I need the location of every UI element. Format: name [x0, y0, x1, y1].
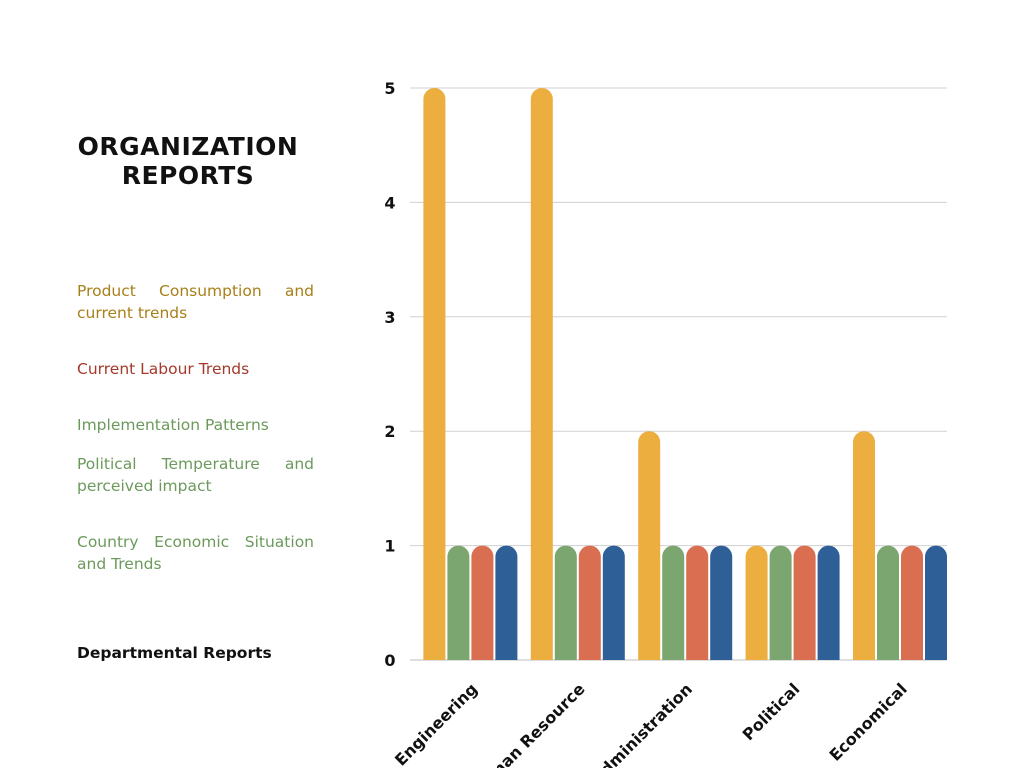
- bar-human-resource-0: [530, 88, 553, 660]
- bar-administration-3: [710, 545, 733, 660]
- y-tick-label: 5: [384, 79, 395, 98]
- bar-engineering-0: [423, 88, 446, 660]
- bars: [423, 88, 947, 660]
- bar-human-resource-3: [602, 545, 625, 660]
- legend-item-economic: Country Economic Situation and Trends: [77, 533, 314, 573]
- legend-item-product-consumption: Product Consumption and current trends: [77, 282, 314, 322]
- bar-political-0: [745, 545, 768, 660]
- bar-engineering-1: [447, 545, 470, 660]
- bar-administration-2: [686, 545, 709, 660]
- legend-item-political: Political Temperature and perceived impa…: [77, 455, 314, 495]
- bar-human-resource-1: [554, 545, 577, 660]
- departmental-reports-label: Departmental Reports: [77, 644, 272, 662]
- y-tick-label: 3: [384, 308, 395, 327]
- bar-administration-0: [638, 431, 661, 660]
- y-tick-label: 4: [384, 193, 395, 212]
- x-tick-label: Engineering: [391, 679, 481, 768]
- legend-item-labour-trends: Current Labour Trends: [77, 360, 250, 378]
- bar-economical-3: [925, 545, 947, 660]
- bar-political-1: [769, 545, 792, 660]
- x-tick-label: Human Resource: [467, 679, 588, 768]
- x-tick-label: Political: [739, 679, 804, 744]
- bar-administration-1: [662, 545, 685, 660]
- bar-engineering-2: [471, 545, 494, 660]
- y-axis-ticks: 0 1 2 3 4 5: [384, 79, 395, 670]
- bar-economical-1: [877, 545, 899, 660]
- bar-human-resource-2: [578, 545, 601, 660]
- legend-item-implementation: Implementation Patterns: [77, 416, 269, 434]
- y-tick-label: 2: [384, 422, 395, 441]
- chart-title: ORGANIZATION REPORTS: [77, 132, 299, 190]
- bar-political-2: [793, 545, 816, 660]
- x-tick-label: Economical: [825, 679, 910, 764]
- bar-engineering-3: [495, 545, 518, 660]
- y-tick-label: 1: [384, 537, 395, 556]
- bar-economical-2: [901, 545, 923, 660]
- bar-economical-0: [853, 431, 875, 660]
- y-tick-label: 0: [384, 651, 395, 670]
- bar-political-3: [817, 545, 840, 660]
- x-tick-label: Administration: [588, 679, 696, 768]
